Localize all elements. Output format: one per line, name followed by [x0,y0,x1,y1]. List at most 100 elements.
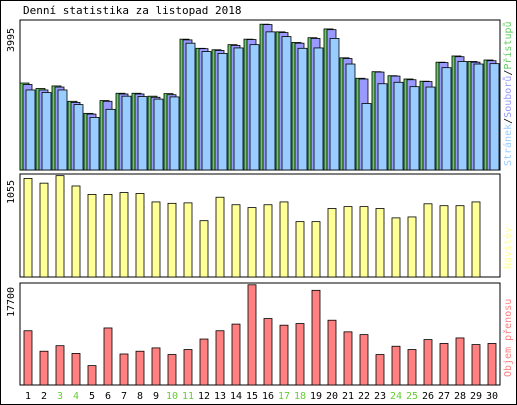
bar-Objem přenosu-19 [311,289,321,386]
x-tick-label-25: 25 [406,391,418,402]
bar-Návštěv-3 [55,175,65,278]
x-tick-label-10: 10 [166,391,178,402]
x-tick-label-24: 24 [390,391,402,402]
bar-Objem přenosu-3 [55,345,65,386]
bar-Objem přenosu-14 [231,323,241,386]
bar-Stránek-4 [73,104,84,171]
bar-Návštěv-12 [199,220,209,278]
bar-Návštěv-1 [23,178,33,278]
bar-Objem přenosu-15 [247,284,257,386]
bar-Stránek-9 [153,98,164,171]
x-tick-label-8: 8 [137,391,143,402]
bar-Objem přenosu-1 [23,330,33,386]
bar-Návštěv-19 [311,221,321,278]
bar-Stránek-17 [281,36,292,171]
bar-Stránek-1 [25,89,36,171]
bar-Objem přenosu-12 [199,338,209,386]
x-tick-label-23: 23 [374,391,386,402]
bar-Návštěv-22 [359,206,369,278]
bar-Návštěv-20 [327,208,337,278]
bar-Objem přenosu-26 [423,339,433,386]
x-tick-label-28: 28 [454,391,466,402]
bar-Objem přenosu-27 [439,343,449,386]
bar-Stránek-23 [377,83,388,171]
bar-Stránek-8 [137,96,148,171]
bar-Návštěv-28 [455,205,465,278]
bar-Návštěv-27 [439,205,449,278]
ymax-label-volume: 17700 [6,287,17,317]
bar-Objem přenosu-29 [471,344,481,386]
bar-Návštěv-2 [39,182,49,278]
bar-Stránek-15 [249,44,260,171]
panel-frame-visits [19,173,501,278]
bar-Stránek-27 [441,67,452,171]
legend-item-2: Souborů [502,76,514,118]
bar-Stránek-3 [57,89,68,171]
bar-Stránek-6 [105,108,116,171]
x-tick-label-5: 5 [89,391,95,402]
bar-Objem přenosu-5 [87,365,97,386]
bar-Objem přenosu-30 [487,343,497,386]
bar-Objem přenosu-6 [103,327,113,386]
bar-Návštěv-23 [375,208,385,278]
bar-Objem přenosu-18 [295,323,305,386]
bar-Objem přenosu-2 [39,350,49,386]
x-tick-label-2: 2 [41,391,47,402]
bar-Stránek-30 [489,63,500,171]
bar-Stránek-16 [265,31,276,171]
bar-Stránek-20 [329,38,340,171]
bar-Objem přenosu-10 [167,354,177,386]
x-tick-label-15: 15 [246,391,258,402]
bar-Objem přenosu-11 [183,349,193,386]
bar-Objem přenosu-28 [455,337,465,386]
legend-item-1: / [503,118,514,124]
bar-Stránek-14 [233,47,244,171]
x-tick-label-19: 19 [310,391,322,402]
bar-Návštěv-25 [407,216,417,278]
x-tick-label-22: 22 [358,391,370,402]
bar-Návštěv-21 [343,206,353,278]
bar-Návštěv-15 [247,207,257,278]
bar-Objem přenosu-16 [263,318,273,386]
bar-Návštěv-24 [391,217,401,278]
bar-Objem přenosu-24 [391,345,401,386]
bar-Stránek-26 [425,86,436,171]
bar-Stránek-10 [169,96,180,171]
x-tick-label-26: 26 [422,391,434,402]
x-tick-label-6: 6 [105,391,111,402]
bar-Stránek-28 [457,61,468,171]
x-tick-label-1: 1 [25,391,31,402]
bar-Návštěv-26 [423,203,433,278]
bar-Objem přenosu-9 [151,347,161,386]
bar-Stránek-13 [217,53,228,171]
bar-Stránek-11 [185,42,196,171]
bar-Návštěv-18 [295,221,305,278]
x-tick-label-30: 30 [486,391,498,402]
bar-Návštěv-4 [71,185,81,278]
bar-Stránek-12 [201,51,212,171]
x-tick-label-16: 16 [262,391,274,402]
bar-Stránek-18 [297,47,308,171]
x-tick-label-29: 29 [470,391,482,402]
x-tick-label-27: 27 [438,391,450,402]
bar-Stránek-24 [393,81,404,171]
legend-item-4: Přístupů [502,21,514,69]
x-tick-label-20: 20 [326,391,338,402]
bar-Stránek-29 [473,63,484,171]
bar-Stránek-2 [41,92,52,171]
bar-Návštěv-9 [151,201,161,278]
x-tick-label-21: 21 [342,391,354,402]
legend-volume: Objem přenosu [502,299,514,377]
x-tick-label-7: 7 [121,391,127,402]
legend-visits: Návštěv [502,227,514,269]
bar-Návštěv-6 [103,194,113,278]
bar-Stránek-5 [89,116,100,171]
bar-Objem přenosu-8 [135,350,145,386]
legend-hits-files-pages: Stránek/Souborů/Přístupů [502,21,514,166]
bar-Objem přenosu-25 [407,349,417,386]
bar-Návštěv-7 [119,192,129,278]
bar-Objem přenosu-20 [327,319,337,386]
bar-Objem přenosu-17 [279,324,289,386]
bar-Návštěv-14 [231,204,241,278]
x-tick-label-18: 18 [294,391,306,402]
